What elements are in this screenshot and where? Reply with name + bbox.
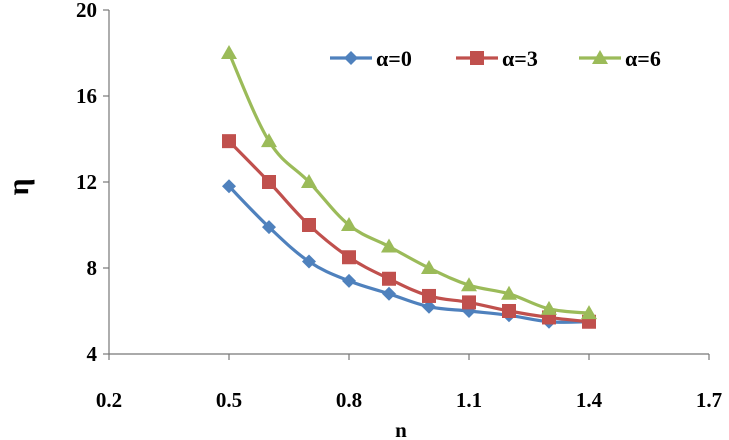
series-line — [227, 185, 590, 324]
data-point — [342, 273, 356, 288]
series-layer — [221, 45, 597, 329]
data-point — [581, 305, 597, 320]
data-point — [382, 271, 396, 286]
data-point — [502, 304, 516, 318]
series-line — [227, 52, 590, 315]
data-point — [222, 134, 236, 149]
y-tick-label: 8 — [87, 256, 98, 280]
legend-item: α=6 — [579, 46, 661, 71]
x-tick-label: 1.4 — [576, 388, 603, 412]
legend-marker — [592, 50, 608, 64]
data-point — [301, 174, 317, 188]
data-point — [421, 260, 437, 274]
legend-item: α=3 — [456, 46, 538, 71]
legend-label: α=6 — [625, 46, 661, 71]
legend-label: α=3 — [502, 46, 538, 71]
legend-marker — [470, 51, 484, 65]
data-point — [501, 285, 517, 300]
x-tick-label: 0.8 — [336, 388, 362, 412]
x-tick-label: 1.7 — [696, 388, 722, 412]
data-point — [262, 220, 276, 235]
legend-item: α=0 — [330, 46, 412, 71]
y-axis-title: η — [2, 178, 35, 195]
data-point — [422, 288, 436, 303]
y-tick-label: 4 — [87, 342, 98, 366]
x-tick-label: 1.1 — [456, 388, 482, 412]
series-2 — [221, 45, 597, 320]
legend: α=0 α=3 α=6 — [330, 46, 661, 71]
legend-marker — [344, 51, 358, 65]
data-point — [342, 250, 356, 265]
data-point — [302, 218, 316, 232]
data-point — [541, 300, 557, 315]
data-point — [302, 254, 316, 269]
y-tick-label: 12 — [76, 170, 97, 194]
data-point — [222, 179, 236, 194]
data-point — [381, 238, 397, 253]
data-point — [262, 175, 276, 189]
x-tick-label: 0.2 — [96, 388, 122, 412]
x-ticks: 0.2 0.5 0.8 1.1 1.4 1.7 — [96, 354, 722, 412]
data-point — [261, 133, 277, 148]
y-tick-label: 20 — [76, 0, 97, 22]
data-point — [341, 217, 357, 231]
data-point — [422, 299, 436, 314]
x-axis-title: n — [395, 418, 407, 440]
data-point — [462, 295, 476, 310]
series-line — [227, 140, 590, 324]
data-point — [461, 277, 477, 292]
y-tick-label: 16 — [76, 84, 97, 108]
x-tick-label: 0.5 — [216, 388, 242, 412]
legend-label: α=0 — [376, 46, 412, 71]
data-point — [221, 45, 237, 59]
y-ticks: 4 8 12 16 20 — [76, 0, 109, 366]
data-point — [382, 286, 396, 301]
